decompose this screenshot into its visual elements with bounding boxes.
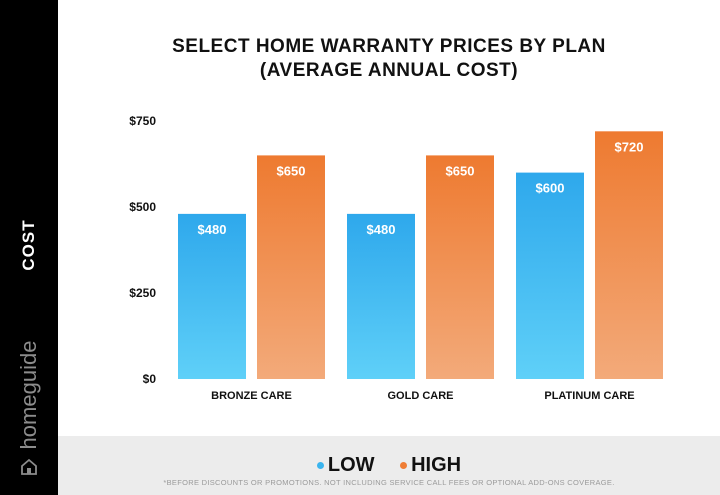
legend-label-high: HIGH (411, 454, 462, 476)
data-label: $480 (198, 222, 227, 237)
bar-high (426, 155, 494, 379)
legend-item-high: HIGH (400, 454, 461, 477)
bar-high (257, 155, 325, 379)
x-tick-label: GOLD CARE (388, 390, 454, 402)
x-tick-label: BRONZE CARE (211, 390, 292, 402)
sidebar: COST homeguide (0, 0, 58, 495)
legend-item-low: LOW (316, 454, 375, 477)
legend-swatch-high (400, 462, 408, 470)
bar-chart: $0$250$500$750 $480$650$480$650$600$720 … (129, 114, 663, 402)
y-tick-label: $500 (129, 200, 156, 214)
y-tick-label: $0 (143, 372, 157, 386)
bar-low (178, 213, 246, 379)
y-tick-label: $750 (129, 114, 156, 128)
chart-title: SELECT HOME WARRANTY PRICES BY PLAN (172, 36, 606, 57)
chart-footer: LOW HIGH *BEFORE DISCOUNTS OR PROMOTIONS… (58, 436, 720, 495)
bar-low (347, 213, 415, 379)
brand-logo: homeguide (16, 340, 41, 450)
y-tick-label: $250 (129, 286, 156, 300)
house-icon (21, 458, 37, 475)
bar-low (516, 172, 584, 379)
chart-subtitle: (AVERAGE ANNUAL COST) (259, 60, 519, 81)
footnote: *BEFORE DISCOUNTS OR PROMOTIONS. NOT INC… (163, 478, 615, 487)
data-label: $600 (536, 181, 565, 196)
legend-label-low: LOW (327, 454, 375, 476)
data-label: $720 (615, 139, 644, 154)
data-label: $650 (446, 163, 475, 178)
data-label: $650 (277, 163, 306, 178)
x-tick-label: PLATINUM CARE (544, 390, 634, 402)
data-label: $480 (367, 222, 396, 237)
legend: LOW HIGH (58, 454, 720, 477)
y-axis-label: COST (19, 219, 38, 271)
bar-high (595, 131, 663, 379)
legend-swatch-low (316, 462, 324, 470)
